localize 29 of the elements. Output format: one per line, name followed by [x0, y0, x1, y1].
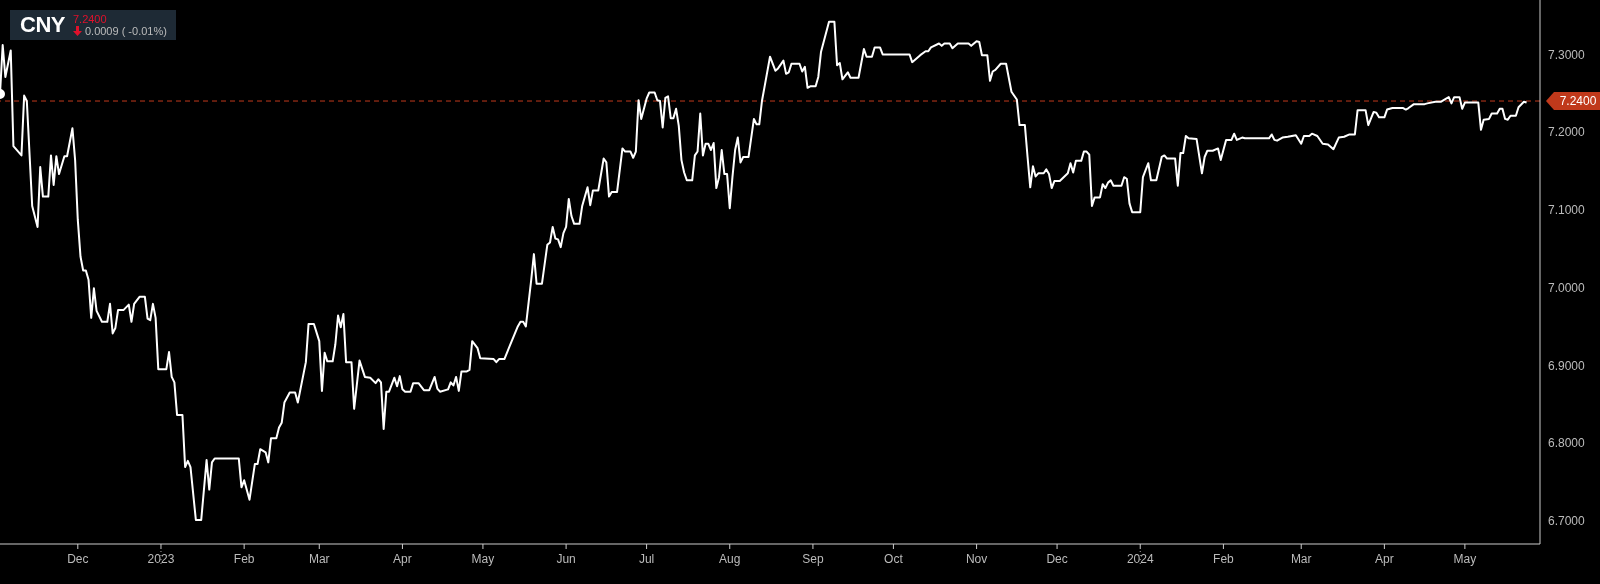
y-tick-label: 6.9000 — [1548, 358, 1586, 373]
ref-line-label: 7.2400 — [1559, 94, 1597, 109]
y-tick-label: 7.3000 — [1548, 47, 1586, 62]
x-tick-label: Apr — [393, 552, 412, 566]
x-tick-label: Mar — [1290, 552, 1312, 566]
x-tick-label: 2023 — [147, 552, 175, 566]
y-tick-label: 6.8000 — [1548, 436, 1586, 451]
x-tick-label: Oct — [884, 552, 904, 566]
y-tick-label: 7.1000 — [1548, 203, 1586, 218]
x-tick-label: May — [1453, 552, 1477, 566]
x-tick-label: Dec — [67, 552, 89, 566]
text: CNY — [20, 12, 65, 38]
x-tick-label: Dec — [1046, 552, 1068, 566]
y-tick-label: 6.7000 — [1548, 513, 1586, 528]
y-tick-label: 7.0000 — [1548, 280, 1586, 295]
x-tick-label: Sep — [802, 552, 824, 566]
x-tick-label: Feb — [233, 552, 255, 566]
annotation: 0.0009 ( -0.01%) — [84, 25, 167, 37]
x-tick-label: Feb — [1213, 552, 1235, 566]
text: 7.2400 — [72, 13, 108, 25]
x-tick-label: Apr — [1375, 552, 1394, 566]
x-tick-label: Nov — [965, 552, 988, 566]
y-tick-label: 7.2000 — [1548, 125, 1586, 140]
x-tick-label: May — [471, 552, 495, 566]
x-tick-label: Mar — [308, 552, 330, 566]
x-tick-label: 2024 — [1126, 552, 1154, 566]
x-tick-label: Jun — [556, 552, 576, 566]
x-tick-label: Jul — [638, 552, 655, 566]
x-tick-label: Aug — [719, 552, 741, 566]
